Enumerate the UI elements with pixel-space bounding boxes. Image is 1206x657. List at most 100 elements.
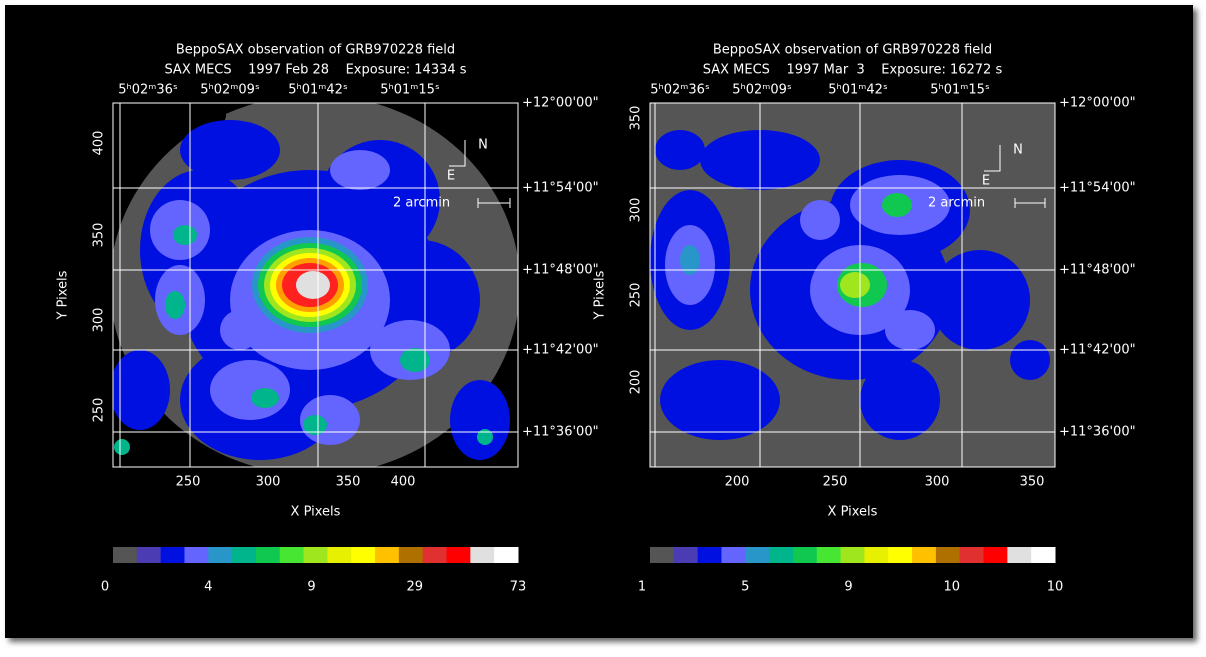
emission-contour: [173, 225, 197, 245]
y-tick-label: 300: [92, 308, 107, 333]
compass-east: E: [982, 174, 990, 189]
emission-contour: [882, 193, 912, 217]
ra-label: 5ʰ01ᵐ15ˢ: [930, 83, 990, 98]
ra-label: 5ʰ02ᵐ36ˢ: [118, 83, 178, 98]
x-tick-label: 300: [256, 475, 281, 490]
colorbar-cell: [184, 547, 208, 563]
colorbar-cell: [470, 547, 494, 563]
colorbar-cell: [113, 547, 137, 563]
colorbar-cell: [1031, 547, 1055, 563]
emission-contour: [1010, 340, 1050, 380]
colorbar-cell: [1007, 547, 1031, 563]
colorbar-label: 1: [638, 580, 646, 595]
y-tick-label: 250: [92, 398, 107, 423]
colorbar-cell: [351, 547, 375, 563]
dec-label: +11°48'00": [1059, 263, 1136, 278]
colorbar-cell: [494, 547, 518, 563]
colorbar-cell: [793, 547, 817, 563]
dec-label: +11°36'00": [1059, 425, 1136, 440]
colorbar-cell: [399, 547, 423, 563]
emission-contour: [251, 388, 279, 408]
y-tick-label: 200: [629, 370, 644, 395]
dec-label: +11°48'00": [522, 263, 599, 278]
colorbar-label: 73: [510, 580, 527, 595]
ra-label: 5ʰ02ᵐ09ˢ: [200, 83, 260, 98]
colorbar-cell: [375, 547, 399, 563]
colorbar-cell: [745, 547, 769, 563]
y-tick-label: 350: [629, 106, 644, 131]
dec-label: +11°42'00": [522, 343, 599, 358]
emission-contour: [220, 310, 260, 350]
emission-contour: [885, 310, 935, 350]
colorbar-cell: [769, 547, 793, 563]
ra-label: 5ʰ02ᵐ09ˢ: [732, 83, 792, 98]
colorbar-cell: [304, 547, 328, 563]
colorbar-cell: [817, 547, 841, 563]
emission-contour: [210, 360, 290, 420]
emission-contour: [800, 200, 840, 240]
compass-north: N: [478, 138, 488, 153]
x-axis-label: X Pixels: [291, 505, 341, 520]
colorbar-cell: [888, 547, 912, 563]
colorbar-label: 5: [741, 580, 749, 595]
y-axis-label: Y Pixels: [56, 270, 71, 320]
y-tick-label: 300: [629, 198, 644, 223]
colorbar-cell: [912, 547, 936, 563]
dec-label: +12°00'00": [522, 96, 599, 111]
emission-contour: [840, 272, 870, 298]
colorbar-cell: [423, 547, 447, 563]
colorbar-cell: [674, 547, 698, 563]
compass-north: N: [1013, 143, 1023, 158]
subtitle: SAX MECS 1997 Feb 28 Exposure: 14334 s: [164, 63, 466, 78]
colorbar-label: 9: [844, 580, 852, 595]
dec-label: +11°54'00": [522, 181, 599, 196]
x-tick-label: 350: [1020, 475, 1045, 490]
x-axis-label: X Pixels: [828, 505, 878, 520]
ra-label: 5ʰ02ᵐ36ˢ: [650, 83, 710, 98]
colorbar-cell: [650, 547, 674, 563]
x-tick-label: 250: [823, 475, 848, 490]
emission-contour: [110, 350, 170, 430]
x-tick-label: 200: [725, 475, 750, 490]
emission-contour: [180, 120, 280, 180]
ra-label: 5ʰ01ᵐ42ˢ: [828, 83, 888, 98]
colorbar-cell: [698, 547, 722, 563]
emission-contour: [660, 360, 780, 440]
emission-contour: [655, 130, 705, 170]
y-tick-label: 350: [92, 223, 107, 248]
emission-contour: [330, 150, 390, 190]
title: BeppoSAX observation of GRB970228 field: [713, 43, 992, 58]
scale-label: 2 arcmin: [393, 196, 450, 211]
ra-label: 5ʰ01ᵐ42ˢ: [288, 83, 348, 98]
x-tick-label: 300: [925, 475, 950, 490]
emission-contour: [165, 291, 185, 319]
colorbar-cell: [208, 547, 232, 563]
dec-label: +11°54'00": [1059, 181, 1136, 196]
subtitle: SAX MECS 1997 Mar 3 Exposure: 16272 s: [703, 63, 1003, 78]
emission-contour: [860, 360, 940, 440]
colorbar-cell: [137, 547, 161, 563]
dec-label: +11°36'00": [522, 425, 599, 440]
colorbar-cell: [256, 547, 280, 563]
colorbar-cell: [721, 547, 745, 563]
dec-label: +12°00'00": [1059, 96, 1136, 111]
colorbar-cell: [841, 547, 865, 563]
colorbar-label: 4: [204, 580, 212, 595]
figure: BeppoSAX observation of GRB970228 field S…: [0, 0, 1206, 653]
colorbar-cell: [161, 547, 185, 563]
x-tick-label: 350: [336, 475, 361, 490]
x-tick-label: 250: [176, 475, 201, 490]
emission-contour: [450, 380, 510, 460]
colorbar-cell: [864, 547, 888, 563]
colorbar-label: 0: [101, 580, 109, 595]
emission-contour: [477, 429, 493, 445]
colorbar-cell: [447, 547, 471, 563]
colorbar-cell: [327, 547, 351, 563]
colorbar-cell: [936, 547, 960, 563]
heatmap: [650, 103, 1055, 467]
scale-label: 2 arcmin: [928, 196, 985, 211]
title: BeppoSAX observation of GRB970228 field: [176, 43, 455, 58]
colorbar-cell: [280, 547, 304, 563]
emission-contour: [296, 271, 330, 299]
dec-label: +11°42'00": [1059, 343, 1136, 358]
